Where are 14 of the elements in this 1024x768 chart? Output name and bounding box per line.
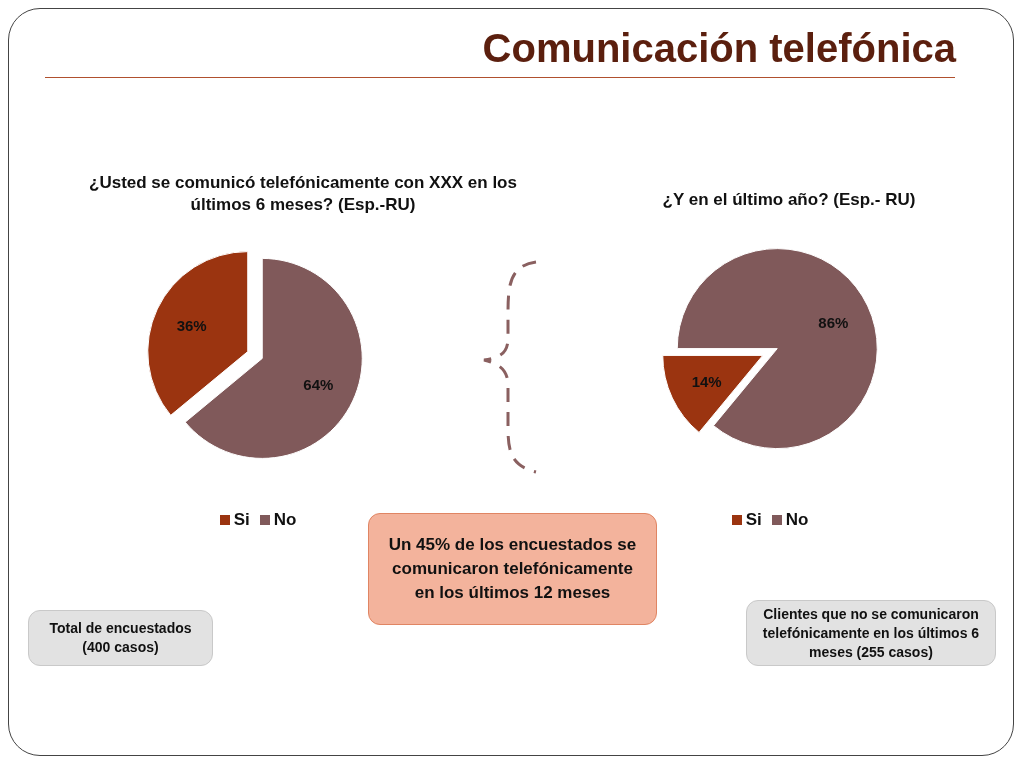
data-label: 86%: [818, 313, 849, 331]
legend-label: No: [785, 510, 809, 530]
data-label: 14%: [691, 373, 722, 391]
legend-label: No: [273, 510, 297, 530]
text: Total de encuestados (400 casos): [48, 619, 193, 657]
chart-title: ¿Y en el último año? (Esp.- RU): [661, 189, 917, 211]
text: Clientes que no se comunicaron telefónicamente en los últimos 6 meses (255 casos): [761, 604, 981, 662]
chart-title: ¿Usted se comunicó telefónicamente con XXX en los últimos 6 meses? (Esp.-RU): [88, 172, 518, 216]
legend-label: Si: [745, 510, 762, 530]
data-label: 36%: [176, 316, 207, 334]
text: Un 45% de los encuestados se comunicaron telefónicamente en los últimos 12 meses: [387, 534, 638, 604]
text: Comunicación telefónica: [482, 26, 956, 71]
legend-label: Si: [233, 510, 250, 530]
data-label: 64%: [303, 376, 334, 394]
